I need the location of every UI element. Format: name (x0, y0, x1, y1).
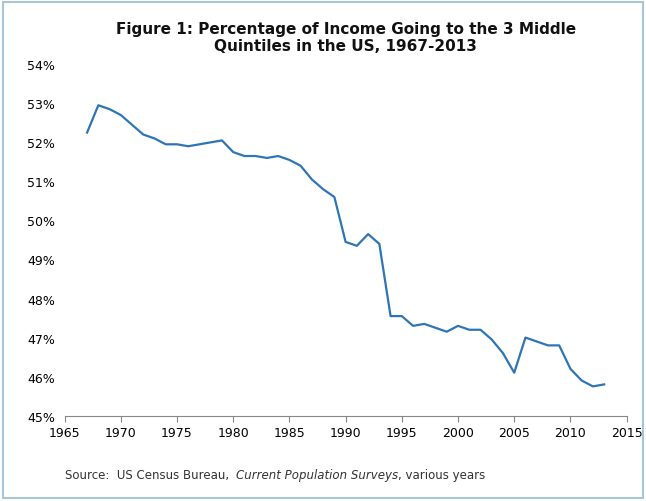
Text: , various years: , various years (399, 468, 486, 481)
Title: Figure 1: Percentage of Income Going to the 3 Middle
Quintiles in the US, 1967-2: Figure 1: Percentage of Income Going to … (116, 22, 576, 54)
Text: Source:  US Census Bureau,: Source: US Census Bureau, (65, 468, 236, 481)
Text: Current Population Surveys: Current Population Surveys (236, 468, 399, 481)
